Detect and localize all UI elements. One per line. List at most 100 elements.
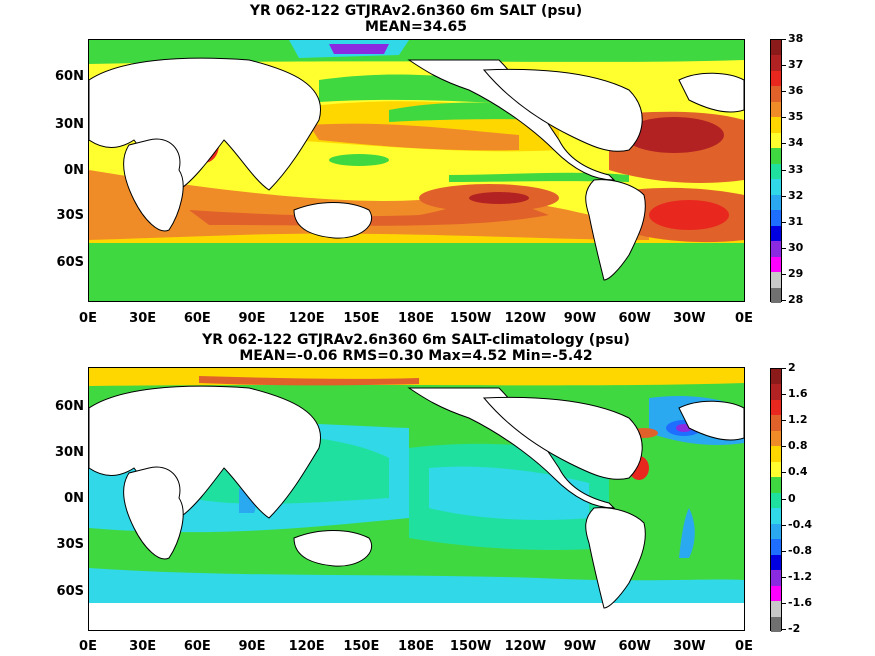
colorbar-segment <box>771 163 781 180</box>
colorbar-label: 0.4 <box>788 465 808 479</box>
colorbar-label: 29 <box>788 266 804 280</box>
colorbar-tick <box>782 91 786 93</box>
colorbar-label: 2 <box>788 361 796 374</box>
colorbar-label: -0.8 <box>788 543 813 557</box>
x-tick-label: 60W <box>618 639 651 654</box>
colorbar-label: 0 <box>788 491 796 505</box>
colorbar-tick <box>782 524 786 526</box>
colorbar-tick <box>782 221 786 223</box>
x-tick-label: 60W <box>618 311 651 326</box>
y-tick-label: 60S <box>56 255 84 270</box>
colorbar-segment <box>771 461 781 478</box>
y-tick-label: 30N <box>55 117 84 132</box>
x-tick-label: 60E <box>183 639 211 654</box>
x-tick-label: 150W <box>449 311 492 326</box>
colorbar-label: 33 <box>788 162 804 176</box>
x-tick-label: 30E <box>129 311 157 326</box>
colorbar-segment <box>771 256 781 273</box>
colorbar-segment <box>771 539 781 556</box>
colorbar-label: 35 <box>788 110 804 124</box>
x-tick-label: 90W <box>563 639 597 654</box>
colorbar-segment <box>771 101 781 118</box>
colorbar-label: -1.2 <box>788 569 813 583</box>
x-tick-label: 150E <box>343 311 380 326</box>
colorbar-segment <box>771 446 781 463</box>
salinity-anomaly-map <box>88 367 745 631</box>
colorbar-segment <box>771 399 781 416</box>
colorbar <box>770 39 782 304</box>
colorbar-label: -0.4 <box>788 517 813 531</box>
colorbar-segment <box>771 210 781 227</box>
colorbar-segment <box>771 508 781 525</box>
colorbar-segment <box>771 430 781 447</box>
colorbar-tick <box>782 602 786 604</box>
colorbar-tick <box>782 143 786 145</box>
panel1-subtitle: MEAN=34.65 <box>364 19 468 35</box>
colorbar-label: 1.6 <box>788 387 808 401</box>
colorbar-segment <box>771 194 781 211</box>
y-tick-label: 30S <box>56 208 84 223</box>
colorbar-tick <box>782 550 786 552</box>
colorbar-label: 0.8 <box>788 439 808 453</box>
colorbar <box>770 368 782 633</box>
colorbar-tick <box>782 169 786 171</box>
colorbar-segment <box>771 477 781 494</box>
colorbar-tick <box>782 65 786 67</box>
colorbar-label: -1.6 <box>788 595 813 609</box>
colorbar-tick <box>782 273 786 275</box>
panel2-subtitle: MEAN=-0.06 RMS=0.30 Max=4.52 Min=-5.42 <box>239 348 593 364</box>
colorbar-segment <box>771 523 781 540</box>
y-tick-label: 0N <box>64 163 84 178</box>
x-tick-label: 150W <box>449 639 492 654</box>
x-tick-label: 0E <box>735 639 753 654</box>
colorbar-label: 37 <box>788 58 804 72</box>
x-tick-label: 0E <box>79 311 97 326</box>
colorbar-label: 36 <box>788 84 804 98</box>
colorbar-segment <box>771 369 781 385</box>
x-tick-label: 120E <box>288 639 325 654</box>
x-tick-label: 90E <box>238 311 266 326</box>
colorbar-label: 34 <box>788 136 804 150</box>
x-tick-label: 120W <box>504 311 547 326</box>
colorbar-segment <box>771 148 781 165</box>
x-tick-label: 180E <box>397 639 435 654</box>
colorbar-label: 32 <box>788 188 804 202</box>
colorbar-tick <box>782 420 786 422</box>
colorbar-tick <box>782 117 786 119</box>
anomaly-field <box>89 368 744 630</box>
colorbar-label: 31 <box>788 214 804 228</box>
colorbar-segment <box>771 287 781 304</box>
colorbar-tick <box>782 247 786 249</box>
colorbar-label: 38 <box>788 32 804 45</box>
colorbar-label: 28 <box>788 293 804 306</box>
colorbar-tick <box>782 472 786 474</box>
colorbar-segment <box>771 601 781 618</box>
colorbar-tick <box>782 394 786 396</box>
colorbar-segment <box>771 272 781 289</box>
y-tick-label: 30N <box>55 445 84 460</box>
colorbar-segment <box>771 86 781 103</box>
y-tick-label: 30S <box>56 537 84 552</box>
x-tick-label: 180E <box>397 311 435 326</box>
colorbar-segment <box>771 40 781 56</box>
colorbar-segment <box>771 616 781 633</box>
colorbar-tick <box>782 446 786 448</box>
panel2-title: YR 062-122 GTJRAv2.6n360 6m SALT-climato… <box>202 332 630 348</box>
colorbar-segment <box>771 55 781 72</box>
colorbar-segment <box>771 117 781 134</box>
colorbar-tick <box>782 39 786 40</box>
x-tick-label: 90E <box>238 639 266 654</box>
colorbar-segment <box>771 384 781 401</box>
colorbar-tick <box>782 195 786 197</box>
colorbar-tick <box>782 300 786 301</box>
x-tick-label: 0E <box>79 639 97 654</box>
colorbar-label: 1.2 <box>788 413 808 427</box>
x-tick-label: 120W <box>504 639 547 654</box>
y-tick-label: 60N <box>55 399 84 414</box>
x-tick-label: 90W <box>563 311 597 326</box>
x-tick-label: 30E <box>129 639 157 654</box>
colorbar-segment <box>771 554 781 571</box>
x-tick-label: 30W <box>673 311 706 326</box>
salinity-map <box>88 39 745 302</box>
colorbar-segment <box>771 492 781 509</box>
